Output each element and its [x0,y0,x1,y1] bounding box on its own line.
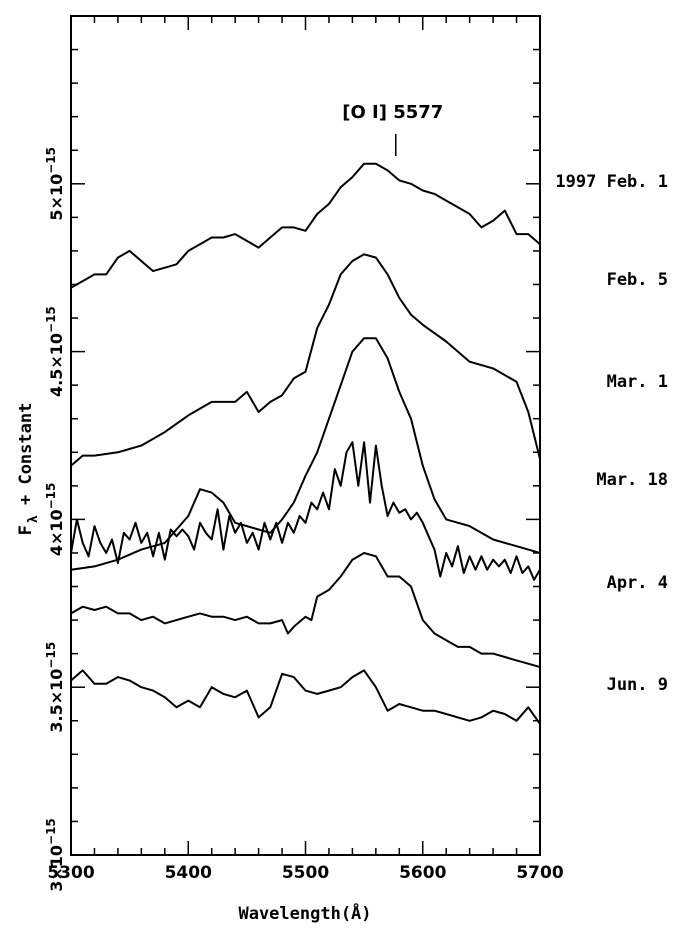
x-axis-label: Wavelength(Å) [238,901,371,924]
series-line [70,162,541,289]
y-axis-label-main: F [16,525,36,535]
y-axis-label-suffix: + Constant [16,403,36,516]
series-line [70,552,541,669]
series-line [70,337,541,571]
y-tick-labels: 3×10−15 3.5×10−15 4×10−15 4.5×10−15 5×10−15 [44,147,66,892]
y-tick-label: 4.5×10−15 [44,306,66,397]
y-tick-label: 4×10−15 [44,483,66,557]
x-tick-label: 5300 [47,863,94,883]
svg-text:3.5×10−15: 3.5×10−15 [44,642,66,733]
spectrum-lines [70,162,541,725]
series-label: Jun. 9 [607,675,668,695]
x-tick-label: 5400 [165,863,212,883]
y-axis-label-sub: λ [26,515,41,523]
y-tick-label: 3.5×10−15 [44,642,66,733]
series-label: Mar. 18 [596,470,668,490]
series-label: 1997 Feb. 1 [555,172,668,192]
annotation: [O I] 5577 [342,102,443,156]
plot-frame [70,15,541,856]
svg-text:Fλ + Constant: Fλ + Constant [16,403,41,536]
svg-text:4.5×10−15: 4.5×10−15 [44,306,66,397]
series-label: Mar. 1 [607,372,668,392]
axis-ticks [70,15,541,856]
svg-text:5×10−15: 5×10−15 [44,147,66,221]
y-axis-label: Fλ + Constant [16,403,41,536]
series-label: Apr. 4 [607,573,668,593]
annotation-label: [O I] 5577 [342,102,443,123]
svg-text:4×10−15: 4×10−15 [44,483,66,557]
y-tick-label: 5×10−15 [44,147,66,221]
series-label: Feb. 5 [607,270,668,290]
series-line [70,669,541,725]
x-tick-label: 5600 [399,863,446,883]
series-labels: 1997 Feb. 1 Feb. 5 Mar. 1 Mar. 18 Apr. 4 Jun.… [555,172,668,695]
series-line [70,441,541,581]
svg-text:3×10−15: 3×10−15 [44,818,66,892]
y-tick-label: 3×10−15 [44,818,66,892]
x-tick-label: 5700 [516,863,563,883]
x-tick-label: 5500 [282,863,329,883]
series-line [70,253,541,467]
x-tick-labels: 5300 5400 5500 5600 5700 [47,863,563,883]
